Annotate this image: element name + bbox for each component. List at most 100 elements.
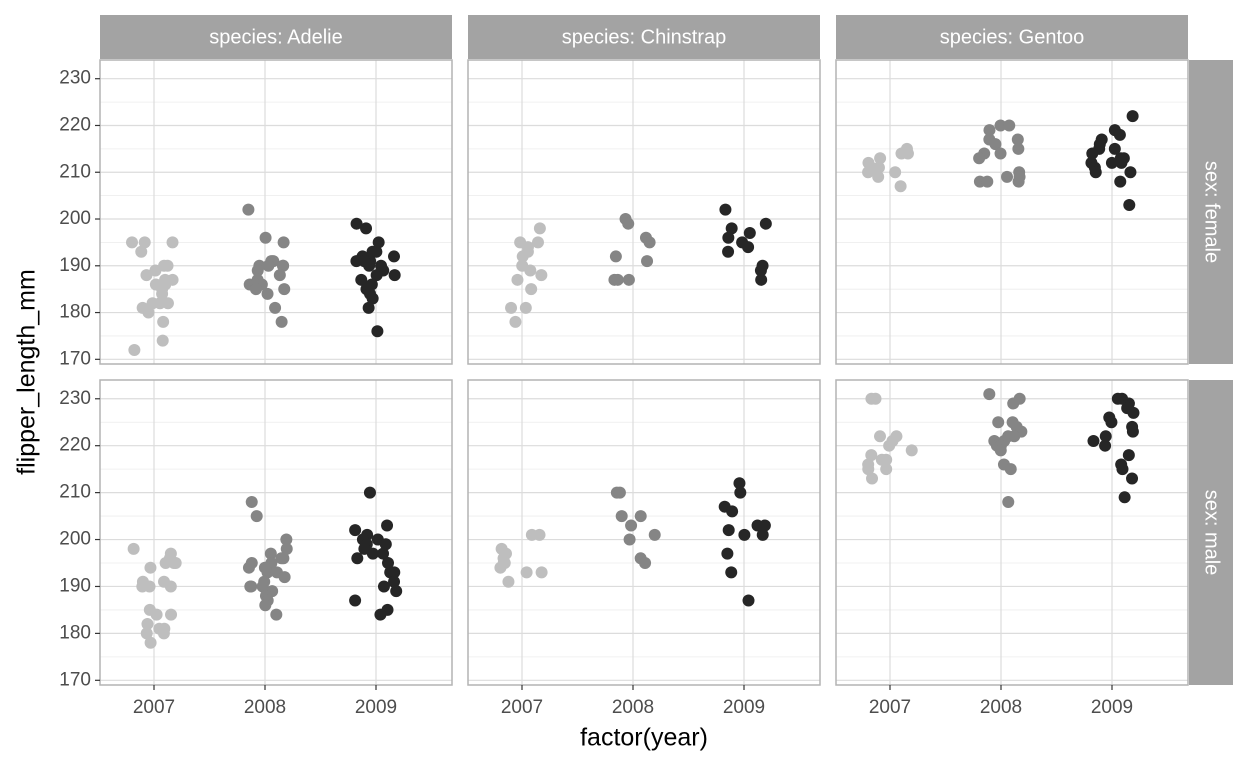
point [374,608,387,621]
point [1004,463,1017,476]
point [872,170,885,183]
point [269,301,282,314]
point [259,599,272,612]
point [742,594,755,607]
row-strip [1189,60,1233,364]
point [1007,397,1020,410]
point [349,524,362,537]
point [362,301,375,314]
point [759,217,772,230]
point [622,217,635,230]
point [349,594,362,607]
point [894,180,907,193]
point [981,175,994,188]
point [1113,128,1126,141]
point [388,575,401,588]
point [159,557,172,569]
point [719,203,732,216]
y-tick-label: 180 [59,622,91,643]
point [127,542,140,555]
point [525,283,538,296]
point [1002,496,1015,508]
y-tick-label: 230 [59,388,91,409]
point [251,264,264,277]
point [1012,175,1025,188]
point [889,166,902,179]
point [738,528,751,541]
x-tick-label: 2009 [1091,697,1133,718]
point [355,273,368,286]
point [524,264,537,277]
point [372,236,385,249]
point [725,566,738,579]
point [1087,435,1100,447]
point [639,557,652,569]
panel-border [835,379,1189,686]
point [1127,406,1140,419]
point [277,236,290,249]
point [135,245,148,258]
point [1118,491,1131,504]
point [754,264,767,277]
x-axis-title: factor(year) [580,724,708,752]
point [1108,142,1121,155]
point [1116,463,1129,476]
point [613,486,626,499]
point [350,217,363,230]
point [382,557,395,569]
panel-background [836,60,1188,364]
point [873,430,886,443]
point [1123,198,1136,211]
point [371,325,384,338]
point [146,297,159,310]
point [1099,439,1112,452]
point [874,152,887,165]
point [140,627,153,640]
point [502,575,515,588]
point [261,287,274,300]
point [136,580,149,593]
y-tick-label: 220 [59,435,91,456]
point [1089,166,1102,179]
point [623,533,636,546]
point [533,222,546,235]
point [511,273,524,286]
row-strip-label: sex: female [1201,161,1223,263]
point [144,561,157,574]
point [505,301,518,314]
point [983,124,996,137]
point [360,222,373,235]
point [377,580,390,593]
panel-border [835,59,1189,365]
point [973,152,986,165]
point [277,552,290,565]
point [648,528,661,541]
point [734,486,747,499]
panel-border [99,379,453,686]
point [1122,449,1135,462]
row-strip [1189,380,1233,685]
point [270,608,283,621]
point [278,571,291,584]
point [128,343,141,356]
point [166,273,179,286]
x-tick-label: 2007 [133,697,175,718]
point [366,292,379,305]
point [366,245,379,258]
point [1105,416,1118,429]
point [609,250,622,263]
point [989,138,1002,151]
point [156,334,169,347]
point [895,147,908,160]
point [141,618,154,630]
point [880,463,893,476]
point [875,453,888,466]
point [276,259,289,272]
point [865,449,878,462]
point [1011,133,1024,146]
point [249,283,262,296]
point [611,273,624,286]
point [165,608,178,621]
point [377,547,390,560]
